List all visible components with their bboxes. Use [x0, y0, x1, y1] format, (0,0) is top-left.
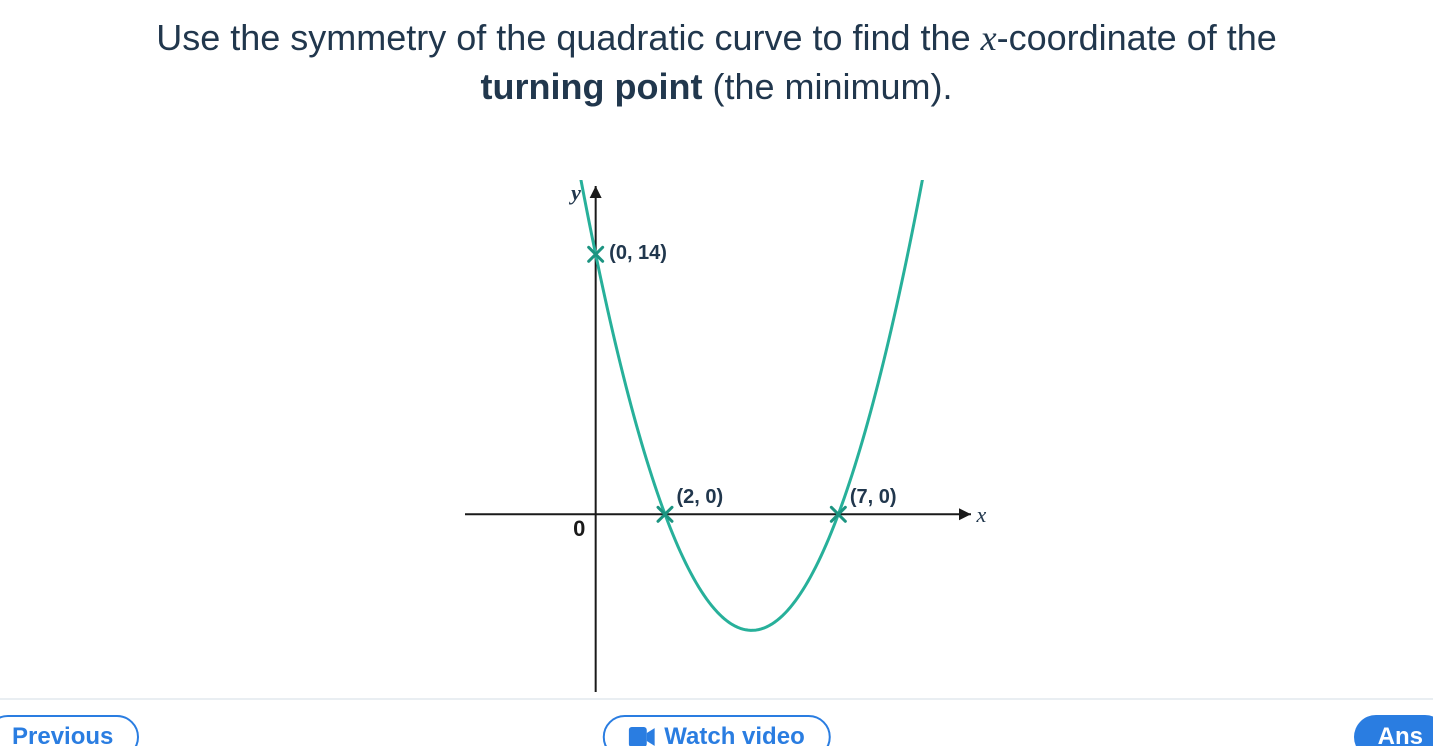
- q-line2-bold: turning point: [481, 66, 703, 107]
- previous-button[interactable]: Previous: [0, 715, 139, 746]
- answer-button[interactable]: Ans: [1354, 715, 1433, 746]
- y-axis-label: y: [571, 180, 581, 206]
- previous-button-label: Previous: [12, 723, 113, 746]
- chart-svg: [457, 180, 977, 700]
- watch-video-button[interactable]: Watch video: [602, 715, 830, 746]
- answer-button-label: Ans: [1378, 723, 1423, 746]
- video-icon: [628, 727, 654, 746]
- question-block: Use the symmetry of the quadratic curve …: [0, 0, 1433, 111]
- watch-video-label: Watch video: [664, 723, 804, 746]
- point-label-root-2: (7, 0): [850, 486, 897, 509]
- q-line1-var: x: [981, 18, 997, 58]
- bottom-bar: Previous Watch video Ans: [0, 698, 1433, 746]
- point-label-root-1: (2, 0): [677, 486, 724, 509]
- chart-area: y x 0 (0, 14) (2, 0) (7, 0): [457, 180, 977, 700]
- origin-label: 0: [573, 516, 585, 542]
- x-axis-label: x: [977, 502, 987, 528]
- point-label-y-intercept: (0, 14): [609, 242, 667, 265]
- q-line1-post: -coordinate of the: [997, 17, 1277, 58]
- question-line-1: Use the symmetry of the quadratic curve …: [36, 14, 1397, 63]
- q-line2-rest: (the minimum).: [702, 66, 952, 107]
- question-line-2: turning point (the minimum).: [36, 63, 1397, 112]
- q-line1-pre: Use the symmetry of the quadratic curve …: [156, 17, 980, 58]
